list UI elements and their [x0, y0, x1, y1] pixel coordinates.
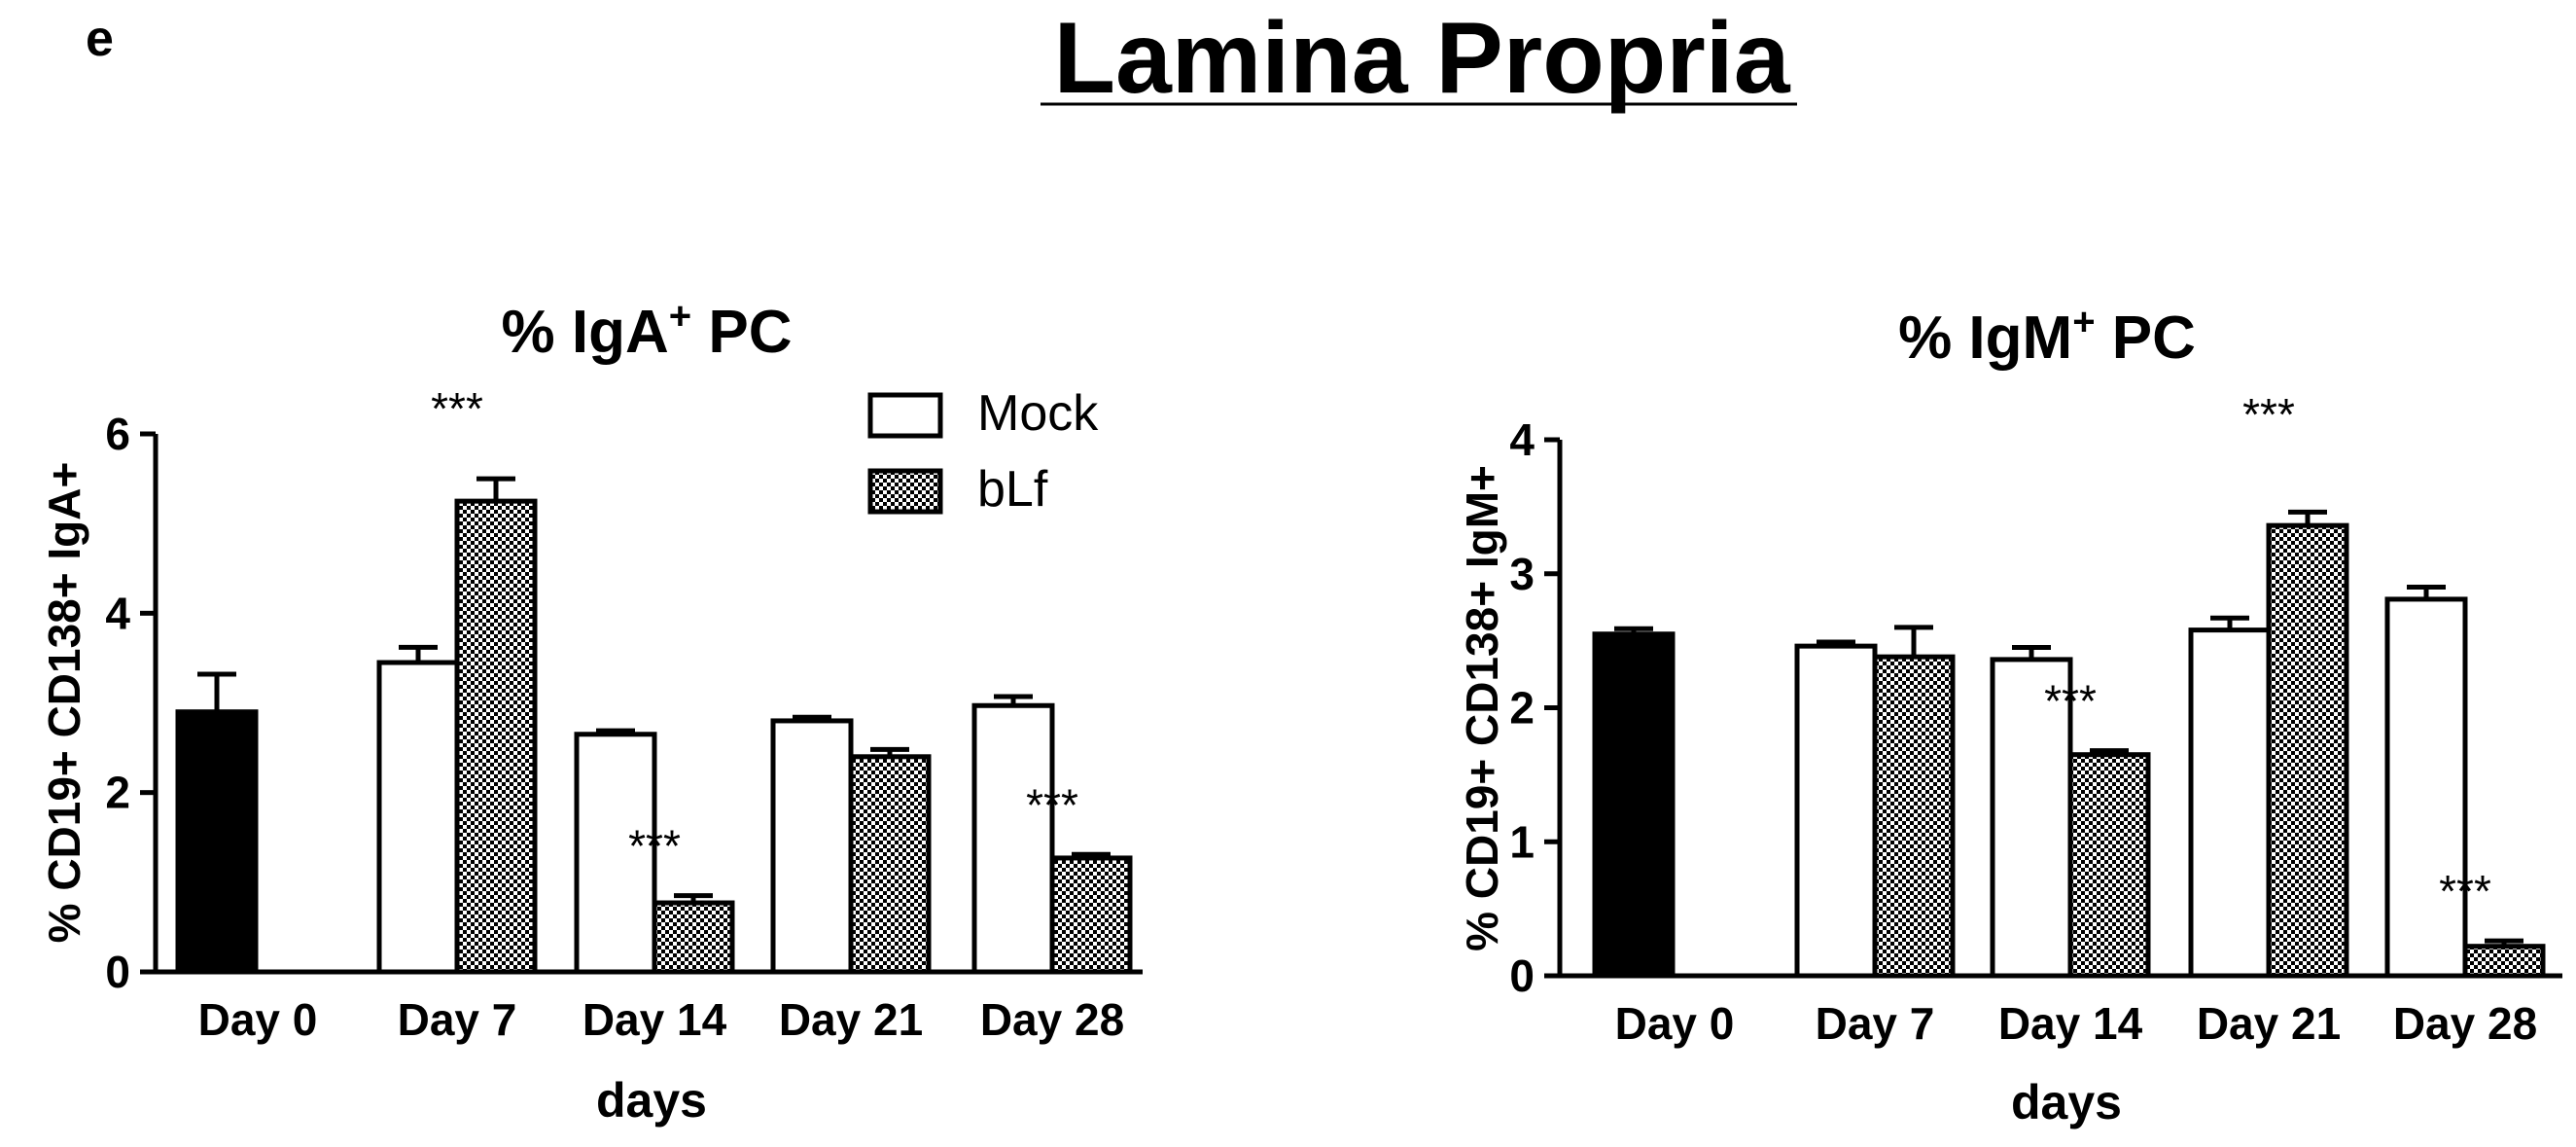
chart-title: % IgA+ PC [502, 295, 793, 366]
bar [2462, 944, 2546, 979]
significance-marker: *** [2242, 389, 2295, 440]
bar [652, 900, 735, 975]
panel-letter: e [86, 11, 114, 67]
y-tick-label: 0 [1509, 950, 1535, 1001]
significance-marker: *** [2439, 866, 2491, 916]
x-axis-label: days [596, 1073, 707, 1128]
x-tick-label: Day 21 [2197, 998, 2341, 1049]
y-tick-label: 2 [1509, 683, 1535, 734]
significance-marker: *** [431, 383, 483, 434]
bar [574, 732, 657, 975]
chart-title-suffix: PC [691, 299, 792, 366]
x-tick-label: Day 28 [2393, 998, 2537, 1049]
bar [1794, 643, 1878, 979]
bar [1592, 631, 1676, 979]
legend-swatch-blf [867, 468, 943, 515]
bar [175, 709, 259, 975]
bar [1872, 654, 1956, 979]
significance-marker: *** [2044, 676, 2097, 727]
x-tick-label: Day 0 [198, 994, 318, 1045]
x-axis-label: days [2011, 1075, 2122, 1129]
legend-swatch-mock [867, 392, 943, 439]
bar [376, 660, 460, 975]
bars [1592, 509, 2546, 979]
bar [2266, 522, 2349, 979]
bar [2384, 596, 2468, 979]
x-tick-label: Day 21 [779, 994, 923, 1045]
y-tick-label: 1 [1509, 816, 1535, 867]
legend-label-mock: Mock [977, 385, 1099, 442]
y-axis-label: % CD19+ CD138+ IgM+ [1457, 465, 1507, 951]
bar [848, 754, 932, 975]
y-axis-label: % CD19+ CD138+ IgA+ [39, 462, 89, 944]
bar [2067, 752, 2151, 979]
y-tick-label: 0 [105, 947, 130, 997]
legend-label-blf: bLf [977, 461, 1048, 518]
chart-title-prefix: % IgM [1898, 305, 2072, 372]
y-tick-label: 4 [105, 588, 130, 638]
x-tick-label: Day 0 [1615, 998, 1735, 1049]
x-tick-label: Day 14 [582, 994, 727, 1045]
y-tick-label: 4 [1509, 414, 1535, 465]
bar [454, 498, 538, 975]
chart-igm: % IgM+ PC % CD19+ CD138+ IgM+ days 0 1 2 3 4 Day… [1457, 301, 2562, 1129]
bar [1049, 855, 1133, 975]
bar [2188, 627, 2272, 979]
chart-title-suffix: PC [2096, 305, 2196, 372]
y-tick-label: 2 [105, 768, 130, 818]
bar [770, 718, 854, 975]
chart-title-prefix: % IgA [502, 299, 669, 366]
significance-marker: *** [628, 821, 681, 872]
figure-title: Lamina Propria [1053, 2, 1790, 115]
chart-title-sup: + [2072, 301, 2095, 343]
bar [971, 702, 1055, 975]
chart-iga: % IgA+ PC % CD19+ CD138+ IgA+ days 0 2 4 6 Day … [39, 295, 1143, 1128]
legend: Mock bLf [867, 385, 1099, 518]
bars [175, 476, 1133, 975]
x-tick-label: Day 28 [980, 994, 1124, 1045]
x-tick-label: Day 14 [1998, 998, 2143, 1049]
y-tick-label: 3 [1509, 549, 1535, 599]
chart-title: % IgM+ PC [1898, 301, 2196, 372]
x-tick-label: Day 7 [398, 994, 517, 1045]
chart-title-sup: + [669, 295, 691, 338]
x-tick-label: Day 7 [1816, 998, 1935, 1049]
y-tick-label: 6 [105, 409, 130, 459]
significance-marker: *** [1026, 779, 1078, 830]
